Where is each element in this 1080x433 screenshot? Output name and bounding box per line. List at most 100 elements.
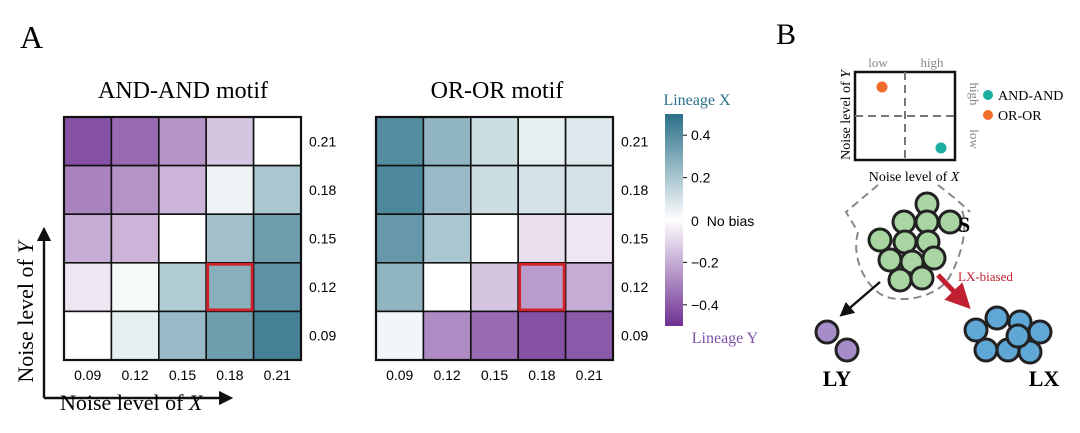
x-tick-label: 0.15 [481, 367, 508, 383]
heatmap-cell [110, 261, 160, 313]
heatmap-cell [63, 310, 113, 361]
heatmap-cell [158, 213, 208, 264]
heatmap-frame [374, 115, 615, 362]
heatmap-cell [110, 116, 160, 167]
heatmap-cell [375, 164, 425, 216]
x-tick-label: 0.18 [216, 367, 243, 383]
inset-x-high: high [920, 55, 944, 70]
heatmap-cell [205, 213, 255, 264]
stem-cell [877, 247, 903, 273]
heatmap-cell [375, 261, 425, 313]
x-tick-label: 0.18 [528, 367, 555, 383]
legend-or-or-label: OR-OR [998, 109, 1042, 124]
x-tick-label: 0.21 [576, 367, 603, 383]
inset-y-low: low [967, 129, 982, 149]
heatmap-cell [205, 261, 255, 313]
heatmap-cell [422, 213, 472, 264]
heatmap-cell [158, 261, 208, 313]
ly-cells [814, 319, 860, 363]
lx-cell [1005, 323, 1031, 349]
stem-cluster-boundary [855, 209, 966, 301]
x-tick-label: 0.09 [386, 367, 413, 383]
x-tick-label: 0.12 [433, 367, 460, 383]
lx-arrow [936, 273, 971, 310]
ly-arrow [839, 281, 881, 317]
heatmap-cell [158, 116, 208, 167]
heatmap-cell [205, 116, 255, 167]
legend-and-and-marker [983, 90, 993, 100]
heatmap-cell [252, 310, 302, 361]
heatmap-cell [517, 116, 567, 167]
inset-y-high: high [967, 82, 982, 106]
heatmap-cell [422, 261, 472, 313]
heatmap-cell [422, 164, 472, 216]
heatmap-cell [469, 116, 519, 167]
lx-label: LX [1029, 366, 1060, 391]
ly-cell [834, 337, 860, 363]
heatmap-cell [422, 116, 472, 167]
noise-inset: low high high low Noise level of Y Noise… [839, 55, 982, 185]
heatmap-cell [375, 213, 425, 264]
heatmap-cell [375, 116, 425, 167]
heatmap-cell [110, 164, 160, 216]
y-tick-label: 0.09 [309, 328, 336, 344]
stem-cell [887, 267, 913, 293]
heatmap-cell [63, 261, 113, 313]
highlight-cell [518, 262, 566, 312]
heatmap-frame [62, 115, 303, 362]
legend-and-and-label: AND-AND [998, 89, 1063, 104]
inset-y-label: Noise level of Y [839, 68, 854, 160]
x-axis-label: Noise level of X [60, 390, 204, 415]
heatmap-cell [422, 310, 472, 361]
heatmap-cell [205, 310, 255, 361]
heatmap-cell [110, 310, 160, 361]
x-tick-label: 0.09 [74, 367, 101, 383]
colorbar-zero-label: 0 No bias [691, 213, 754, 229]
x-tick-label: 0.21 [264, 367, 291, 383]
heatmap-cell [252, 261, 302, 313]
inset-x-label: Noise level of X [869, 170, 960, 185]
y-tick-label: 0.12 [309, 279, 336, 295]
heatmap-cell [469, 310, 519, 361]
heatmap-cell [205, 164, 255, 216]
y-tick-label: 0.15 [621, 231, 648, 247]
heatmap-cell [564, 213, 614, 264]
y-tick-label: 0.15 [309, 231, 336, 247]
y-tick-label: 0.12 [621, 279, 648, 295]
heatmap-cell [63, 116, 113, 167]
colorbar-tick-label: 0.2 [691, 170, 711, 186]
heatmap-and-x-ticks: 0.09 0.12 0.15 0.18 0.21 [74, 367, 291, 383]
heatmap-cell [517, 164, 567, 216]
stem-cell [937, 209, 963, 235]
heatmap-cell [469, 261, 519, 313]
heatmap-or-title: OR-OR motif [431, 78, 564, 104]
heatmap-cell [110, 213, 160, 264]
heatmap-cell [564, 310, 614, 361]
heatmap-cell [564, 261, 614, 313]
colorbar-tick-label: −0.4 [691, 297, 719, 313]
y-tick-label: 0.21 [309, 133, 336, 149]
colorbar [665, 114, 683, 326]
colorbar-tick-label: 0.4 [691, 127, 711, 143]
heatmap-cell [564, 164, 614, 216]
y-tick-label: 0.21 [621, 133, 648, 149]
heatmap-and-title: AND-AND motif [98, 78, 268, 104]
heatmap-cell [517, 310, 567, 361]
heatmap-and-y-ticks: 0.21 0.18 0.15 0.12 0.09 [309, 133, 336, 343]
panel-b-label: B [776, 18, 796, 51]
heatmap-cell [469, 213, 519, 264]
heatmap-cell [375, 310, 425, 361]
highlight-cell [206, 262, 254, 312]
heatmap-or-or [374, 115, 615, 362]
inset-x-low: low [868, 55, 888, 70]
heatmap-cell [252, 213, 302, 264]
heatmap-cell [517, 213, 567, 264]
y-tick-label: 0.09 [621, 328, 648, 344]
ly-label: LY [823, 366, 852, 391]
heatmap-or-x-ticks: 0.09 0.12 0.15 0.18 0.21 [386, 367, 603, 383]
x-tick-label: 0.15 [169, 367, 196, 383]
colorbar-top-label: Lineage X [663, 92, 731, 109]
heatmap-cell [517, 261, 567, 313]
lx-cell [973, 337, 999, 363]
